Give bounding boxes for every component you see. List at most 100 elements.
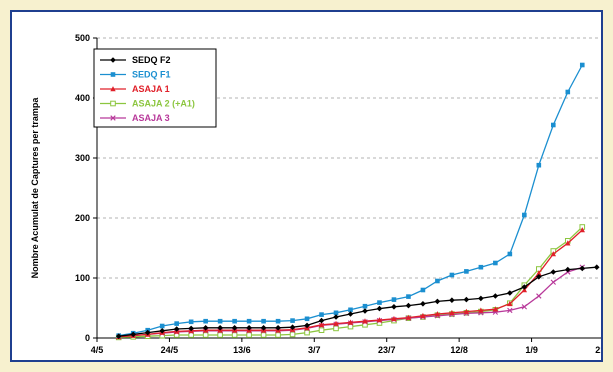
data-point [376,317,383,323]
data-point [507,251,513,257]
data-point [333,310,339,316]
data-point [564,266,571,273]
data-point [348,307,353,313]
legend-item: ASAJA 3 [100,113,170,123]
data-point [507,290,513,296]
data-point [289,331,296,338]
data-point [449,272,455,278]
data-point [318,317,325,324]
data-point [377,300,382,305]
data-point [391,315,397,322]
data-point [246,332,252,338]
data-point [449,309,455,316]
data-point [362,308,368,314]
data-point [478,264,484,270]
data-point [550,269,557,275]
series-group [115,62,600,341]
data-point [521,304,528,310]
data-point [188,319,194,325]
x-tick-label: 24/5 [161,345,179,355]
data-point [550,251,556,257]
y-tick-label: 500 [75,33,90,43]
data-point [536,274,542,280]
data-point [231,325,238,331]
data-point [522,212,527,218]
legend-label: ASAJA 3 [132,113,170,123]
data-point [492,306,499,312]
legend: SEDQ F2 SEDQ F1 ASAJA 1 ASAJA 2 (+A1) ASAJA … [93,48,217,128]
data-point [333,325,339,332]
data-point [406,294,411,299]
data-point [347,319,354,325]
data-point [434,298,441,305]
data-point [110,115,116,121]
data-point [579,62,585,68]
data-point [217,325,223,331]
data-point [551,122,556,128]
data-point [260,325,267,331]
data-point [579,227,585,233]
data-point [536,162,542,168]
data-point [115,333,122,339]
chart-frame: 0 100 200 300 400 500 4/5 24/5 13/6 3/7 23/7 12/8 1… [10,10,603,362]
line-chart: 0 100 200 300 400 500 4/5 24/5 13/6 3/7 23/7 12/8 1… [30,33,601,355]
data-point [159,323,165,329]
legend-box [93,48,217,128]
data-point [420,301,426,307]
y-tick-labels: 0 100 200 300 400 500 [75,33,90,343]
data-point [347,311,354,317]
data-point [261,318,266,324]
data-point [492,293,499,299]
x-tick-label: 13/6 [233,345,251,355]
data-point [362,318,368,324]
data-point [174,321,179,326]
data-point [173,326,180,332]
y-tick-label: 300 [75,153,90,163]
legend-label: SEDQ F2 [132,55,171,65]
data-point [565,89,571,95]
legend-item: ASAJA 2 (+A1) [100,99,195,109]
legend-label: ASAJA 2 (+A1) [132,99,195,109]
data-point [144,329,151,336]
data-point [319,312,324,317]
data-point [217,332,223,338]
data-point [159,328,165,334]
data-point [289,324,296,330]
data-point [507,300,513,307]
data-point [493,260,498,266]
data-point [275,325,281,331]
data-point [405,314,412,320]
legend-item: ASAJA 1 [100,84,170,94]
data-point [435,278,440,284]
data-point [463,296,470,303]
data-point [202,325,209,331]
x-tick-label: 4/5 [91,345,104,355]
data-point [110,72,116,77]
data-point [304,316,310,322]
data-point [275,318,281,324]
data-point [304,322,310,329]
x-tick-labels: 4/5 24/5 13/6 3/7 23/7 12/8 1/9 21/9 [91,345,601,355]
data-point [449,297,455,303]
data-point [110,100,116,107]
data-point [304,329,310,336]
data-point [464,269,469,274]
data-point [565,240,571,246]
data-point [260,332,267,338]
data-point [521,284,528,290]
series-line [118,266,597,337]
data-point [536,293,542,299]
y-tick-label: 200 [75,213,90,223]
y-tick-label: 400 [75,93,90,103]
data-point [290,318,295,323]
data-point [507,307,513,314]
data-point [579,265,586,272]
data-point [420,312,426,319]
x-tick-label: 3/7 [308,345,321,355]
x-tick-label: 23/7 [378,345,396,355]
data-point [463,308,470,314]
data-point [188,325,194,332]
data-point [536,270,542,276]
data-point [232,318,237,324]
data-point [110,86,116,92]
